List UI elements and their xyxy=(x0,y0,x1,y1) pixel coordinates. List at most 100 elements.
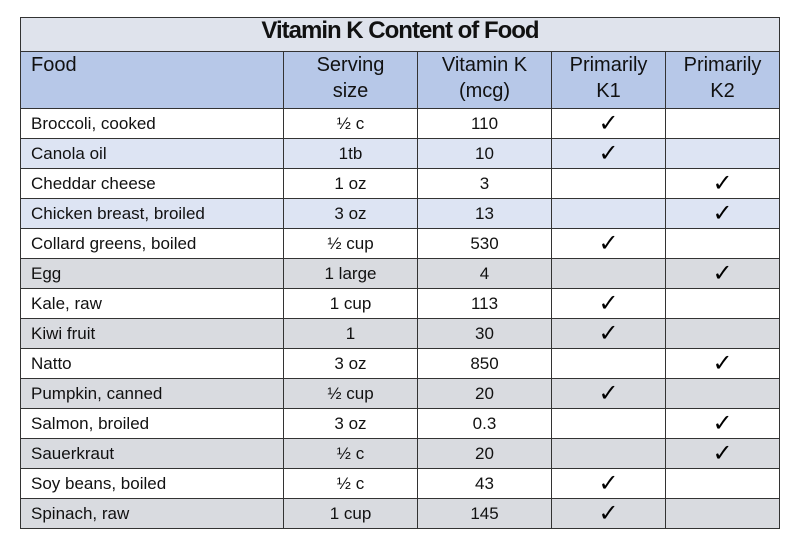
cell-primarily-k2: ✓ xyxy=(665,438,780,469)
cell-food: Natto xyxy=(20,348,284,379)
cell-serving-size-text: ½ cup xyxy=(327,233,374,253)
cell-food: Soy beans, boiled xyxy=(20,468,284,499)
table-row: Kiwi fruit 1 30 ✓ xyxy=(20,318,780,349)
cell-vitamin-k-text: 3 xyxy=(479,173,490,193)
cell-vitamin-k: 3 xyxy=(417,168,552,199)
header-vitk-line1: Vitamin K xyxy=(441,54,528,76)
cell-vitamin-k: 4 xyxy=(417,258,552,289)
cell-serving-size: 3 oz xyxy=(283,348,418,379)
cell-food: Egg xyxy=(20,258,284,289)
cell-primarily-k1 xyxy=(551,438,666,469)
cell-serving-size-text: 1 cup xyxy=(329,293,372,313)
table-row: Cheddar cheese 1 oz 3 ✓ xyxy=(20,168,780,199)
cell-food: Pumpkin, canned xyxy=(20,378,284,409)
cell-vitamin-k-text: 43 xyxy=(475,473,494,493)
cell-food: Kiwi fruit xyxy=(20,318,284,349)
cell-vitamin-k-text: 110 xyxy=(470,113,499,133)
cell-primarily-k2 xyxy=(665,228,780,259)
cell-vitamin-k: 145 xyxy=(417,498,552,529)
vitamin-k-table-container: Vitamin K Content of Food Food Serving s… xyxy=(20,17,780,529)
cell-primarily-k2: ✓ xyxy=(665,408,780,439)
cell-vitamin-k: 110 xyxy=(417,108,552,139)
cell-serving-size: 1 xyxy=(283,318,418,349)
cell-serving-size-text: 1 large xyxy=(324,263,377,283)
header-serving-size: Serving size xyxy=(283,51,418,109)
cell-primarily-k1: ✓ xyxy=(551,378,666,409)
cell-vitamin-k: 850 xyxy=(417,348,552,379)
cell-serving-size: 1 oz xyxy=(283,168,418,199)
table-row: Egg 1 large 4 ✓ xyxy=(20,258,780,289)
header-k1-line1: Primarily xyxy=(569,54,648,76)
cell-serving-size-text: 3 oz xyxy=(334,203,367,223)
cell-primarily-k2 xyxy=(665,108,780,139)
cell-serving-size-text: 1 cup xyxy=(329,503,372,523)
checkmark-icon: ✓ xyxy=(712,199,733,227)
cell-food: Sauerkraut xyxy=(20,438,284,469)
table-row: Kale, raw 1 cup 113 ✓ xyxy=(20,288,780,319)
cell-food: Spinach, raw xyxy=(20,498,284,529)
header-vitamin-k: Vitamin K (mcg) xyxy=(417,51,552,109)
cell-primarily-k1: ✓ xyxy=(551,228,666,259)
cell-serving-size: ½ c xyxy=(283,108,418,139)
header-k2-line2: K2 xyxy=(710,80,735,102)
cell-primarily-k1 xyxy=(551,198,666,229)
cell-serving-size-text: ½ c xyxy=(336,473,365,493)
header-k1-line2: K1 xyxy=(596,80,621,102)
cell-vitamin-k-text: 20 xyxy=(475,383,494,403)
cell-vitamin-k-text: 10 xyxy=(475,143,494,163)
cell-primarily-k1 xyxy=(551,258,666,289)
cell-serving-size: 3 oz xyxy=(283,408,418,439)
cell-serving-size-text: 1tb xyxy=(338,143,363,163)
checkmark-icon: ✓ xyxy=(598,139,619,167)
cell-food-text: Kale, raw xyxy=(31,293,102,313)
table-row: Pumpkin, canned ½ cup 20 ✓ xyxy=(20,378,780,409)
cell-vitamin-k-text: 113 xyxy=(470,293,499,313)
cell-food-text: Soy beans, boiled xyxy=(31,473,167,493)
cell-food-text: Broccoli, cooked xyxy=(31,113,156,133)
cell-food: Broccoli, cooked xyxy=(20,108,284,139)
cell-serving-size: ½ c xyxy=(283,438,418,469)
table-title: Vitamin K Content of Food xyxy=(20,17,780,52)
cell-serving-size: 1 cup xyxy=(283,498,418,529)
header-vitk-line2: (mcg) xyxy=(458,80,511,102)
cell-vitamin-k-text: 4 xyxy=(479,263,490,283)
cell-primarily-k2 xyxy=(665,318,780,349)
table-row: Salmon, broiled 3 oz 0.3 ✓ xyxy=(20,408,780,439)
vitamin-k-table: Vitamin K Content of Food Food Serving s… xyxy=(20,17,780,529)
cell-primarily-k2 xyxy=(665,498,780,529)
cell-serving-size: 3 oz xyxy=(283,198,418,229)
cell-vitamin-k-text: 145 xyxy=(470,503,499,523)
cell-food: Chicken breast, broiled xyxy=(20,198,284,229)
checkmark-icon: ✓ xyxy=(598,229,619,257)
cell-serving-size: 1 large xyxy=(283,258,418,289)
cell-serving-size: ½ cup xyxy=(283,228,418,259)
checkmark-icon: ✓ xyxy=(598,469,619,497)
table-row: Canola oil 1tb 10 ✓ xyxy=(20,138,780,169)
cell-primarily-k1: ✓ xyxy=(551,138,666,169)
cell-food: Collard greens, boiled xyxy=(20,228,284,259)
cell-primarily-k1 xyxy=(551,348,666,379)
cell-vitamin-k: 530 xyxy=(417,228,552,259)
table-row: Natto 3 oz 850 ✓ xyxy=(20,348,780,379)
checkmark-icon: ✓ xyxy=(712,259,733,287)
cell-primarily-k1 xyxy=(551,408,666,439)
cell-serving-size-text: ½ cup xyxy=(327,383,374,403)
cell-food-text: Cheddar cheese xyxy=(31,173,156,193)
cell-food: Canola oil xyxy=(20,138,284,169)
header-serving-line2: size xyxy=(332,80,369,102)
table-row: Collard greens, boiled ½ cup 530 ✓ xyxy=(20,228,780,259)
cell-vitamin-k-text: 530 xyxy=(470,233,499,253)
header-food: Food xyxy=(20,51,284,109)
checkmark-icon: ✓ xyxy=(598,109,619,137)
cell-food-text: Canola oil xyxy=(31,143,107,163)
cell-food-text: Collard greens, boiled xyxy=(31,233,197,253)
cell-vitamin-k: 0.3 xyxy=(417,408,552,439)
cell-primarily-k1: ✓ xyxy=(551,108,666,139)
header-primarily-k1: Primarily K1 xyxy=(551,51,666,109)
cell-vitamin-k-text: 13 xyxy=(475,203,494,223)
cell-serving-size: 1tb xyxy=(283,138,418,169)
cell-primarily-k1: ✓ xyxy=(551,318,666,349)
cell-primarily-k2: ✓ xyxy=(665,348,780,379)
cell-serving-size-text: 3 oz xyxy=(334,413,367,433)
table-body: Broccoli, cooked ½ c 110 ✓ Canola oil 1tb 10 ✓ C… xyxy=(20,108,780,529)
